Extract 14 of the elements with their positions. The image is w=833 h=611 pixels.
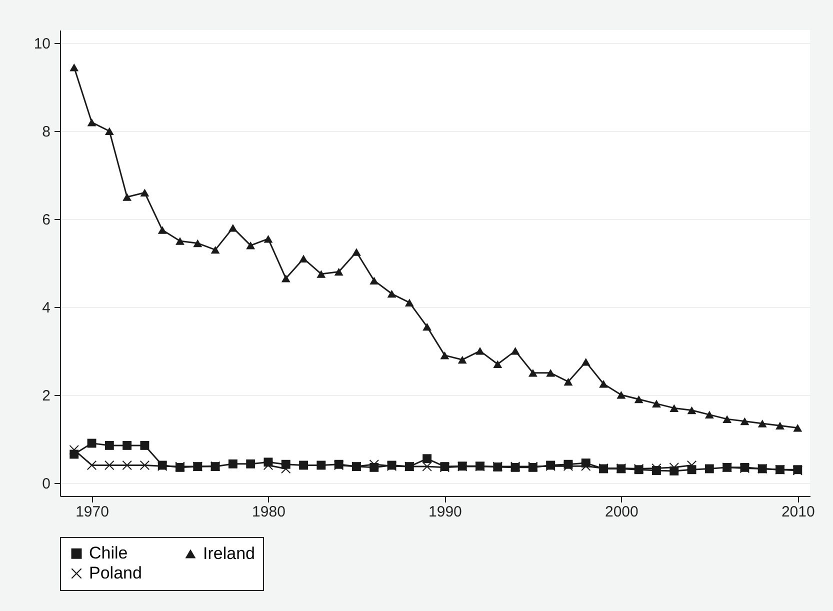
y-tick-label: 2: [42, 387, 50, 404]
x-tick-label: 1990: [428, 504, 462, 520]
legend-label: Ireland: [203, 544, 255, 563]
y-tick-label: 4: [42, 299, 50, 316]
x-tick-label: 1980: [252, 504, 286, 520]
legend-label: Poland: [89, 564, 142, 582]
y-tick-label: 8: [42, 124, 50, 141]
x-tick-label: 1970: [76, 504, 109, 520]
y-tick-label: 0: [42, 475, 50, 492]
legend-label: Chile: [89, 544, 128, 563]
y-tick-label: 6: [42, 212, 50, 229]
y-tick-label: 10: [34, 36, 50, 53]
x-tick-label: 2010: [781, 504, 815, 520]
x-tick-label: 2000: [604, 504, 638, 520]
